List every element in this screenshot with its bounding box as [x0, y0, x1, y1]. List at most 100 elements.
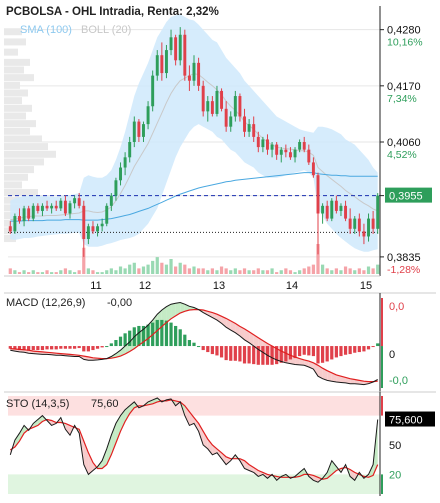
macd-fill-segment — [304, 359, 309, 367]
volume-bar — [95, 272, 100, 274]
candle-body — [96, 226, 100, 232]
macd-histogram-bar — [183, 334, 187, 347]
stochastic-fill-segment — [203, 431, 208, 449]
price-pct-label: 10,16% — [387, 37, 423, 49]
volume-bar — [132, 262, 136, 274]
macd-histogram-bar — [118, 336, 123, 347]
candle-body — [82, 205, 86, 240]
overbought-band — [8, 396, 380, 416]
volume-bar — [114, 270, 118, 274]
stochastic-fill-segment — [212, 445, 217, 455]
macd-histogram-bar — [288, 346, 293, 360]
volume-profile-bar — [4, 166, 34, 174]
stochastic-value-tag: 75,600 — [385, 411, 435, 427]
candle-body — [36, 205, 40, 211]
x-tick-label: 15 — [360, 280, 372, 292]
price-tick-label: 0,4280 — [387, 25, 421, 37]
volume-bar — [155, 257, 159, 274]
candle-body — [334, 200, 338, 211]
candle-body — [284, 149, 288, 153]
macd-histogram-bar — [155, 319, 159, 347]
candle-body — [160, 55, 164, 74]
macd-fill-segment — [226, 318, 231, 331]
macd-fill-segment — [331, 372, 337, 383]
volume-bar — [247, 270, 251, 274]
volume-bar — [22, 270, 26, 274]
volume-bar — [288, 270, 293, 274]
macd-histogram-bar — [247, 346, 251, 364]
macd-fill-segment — [322, 368, 328, 381]
x-tick-label: 11 — [90, 280, 101, 292]
chart-title: PCBOLSA - OHL Intradia, Renta: 2,32% — [6, 6, 219, 18]
x-tick-label: 12 — [139, 280, 151, 292]
macd-histogram-bar — [146, 324, 150, 347]
candle-body — [187, 75, 191, 81]
macd-histogram-bar — [357, 346, 361, 353]
macd-histogram-bar — [123, 333, 127, 347]
volume-profile-bar — [4, 48, 18, 56]
stochastic-value-tag-bg — [385, 411, 435, 427]
candle-body — [275, 144, 279, 155]
candle-body — [45, 205, 49, 209]
volume-bars — [8, 244, 380, 274]
macd-histogram-bar — [17, 346, 22, 351]
volume-bar — [206, 270, 210, 274]
macd-histogram-bar — [293, 346, 297, 359]
macd-histogram-bar — [31, 346, 35, 351]
stochastic-fill-segment — [189, 411, 194, 426]
macd-histogram-bar — [343, 346, 348, 355]
stochastic-fill-segment — [216, 448, 222, 459]
macd-fill-segment — [166, 304, 172, 323]
candle-body — [178, 34, 182, 61]
volume-profile-bar — [4, 58, 30, 66]
candle-body — [100, 223, 104, 227]
volume-bar — [256, 268, 260, 274]
volume-bar — [196, 268, 201, 274]
candle-body — [367, 218, 370, 237]
candle-body — [27, 208, 31, 219]
volume-bar — [109, 268, 113, 274]
x-tick-label: 13 — [213, 280, 225, 292]
price-tick-label: 0,3835 — [387, 252, 421, 264]
candle-body — [261, 139, 265, 148]
candle-body — [224, 108, 228, 127]
candle-body — [238, 96, 242, 117]
macd-histogram-bar — [279, 346, 283, 363]
stochastic-fill-segment — [363, 474, 369, 479]
stochastic-fill-segment — [106, 435, 112, 465]
macd-histogram-bar — [86, 346, 90, 352]
macd-histogram-bar — [261, 346, 265, 365]
volume-bar — [183, 264, 187, 274]
macd-histogram-bar — [366, 346, 371, 350]
volume-profile-bar — [4, 81, 20, 89]
candle-body — [151, 75, 155, 107]
volume-profile-bar — [4, 189, 38, 197]
candle-body — [18, 216, 21, 222]
candle-body — [270, 144, 274, 150]
volume-bar — [45, 270, 49, 274]
candle-body — [293, 149, 297, 158]
candle-body — [229, 116, 233, 127]
stochastic-fill-segment — [111, 423, 116, 455]
sma-line — [10, 172, 378, 222]
volume-bar — [68, 270, 72, 274]
macd-histogram-bar — [105, 346, 109, 348]
candle-body — [311, 162, 315, 176]
stochastic-fill-segment — [14, 433, 20, 447]
price-tick-label: 0,4170 — [387, 81, 421, 93]
volume-bar — [302, 268, 306, 274]
volume-bar — [343, 266, 348, 274]
candle-body — [266, 139, 269, 150]
macd-histogram-bar — [63, 346, 68, 349]
volume-bar — [160, 262, 164, 274]
candle-body — [201, 85, 205, 112]
stochastic-fill-segment — [207, 439, 213, 455]
macd-histogram-bar — [164, 320, 169, 347]
macd-histogram-bar — [320, 346, 325, 363]
macd-histogram-bar — [252, 346, 256, 365]
macd-tick-label: -0,0 — [389, 375, 408, 387]
macd-fill-segment — [336, 374, 341, 383]
volume-bar — [284, 268, 288, 274]
candle-body — [109, 195, 113, 206]
